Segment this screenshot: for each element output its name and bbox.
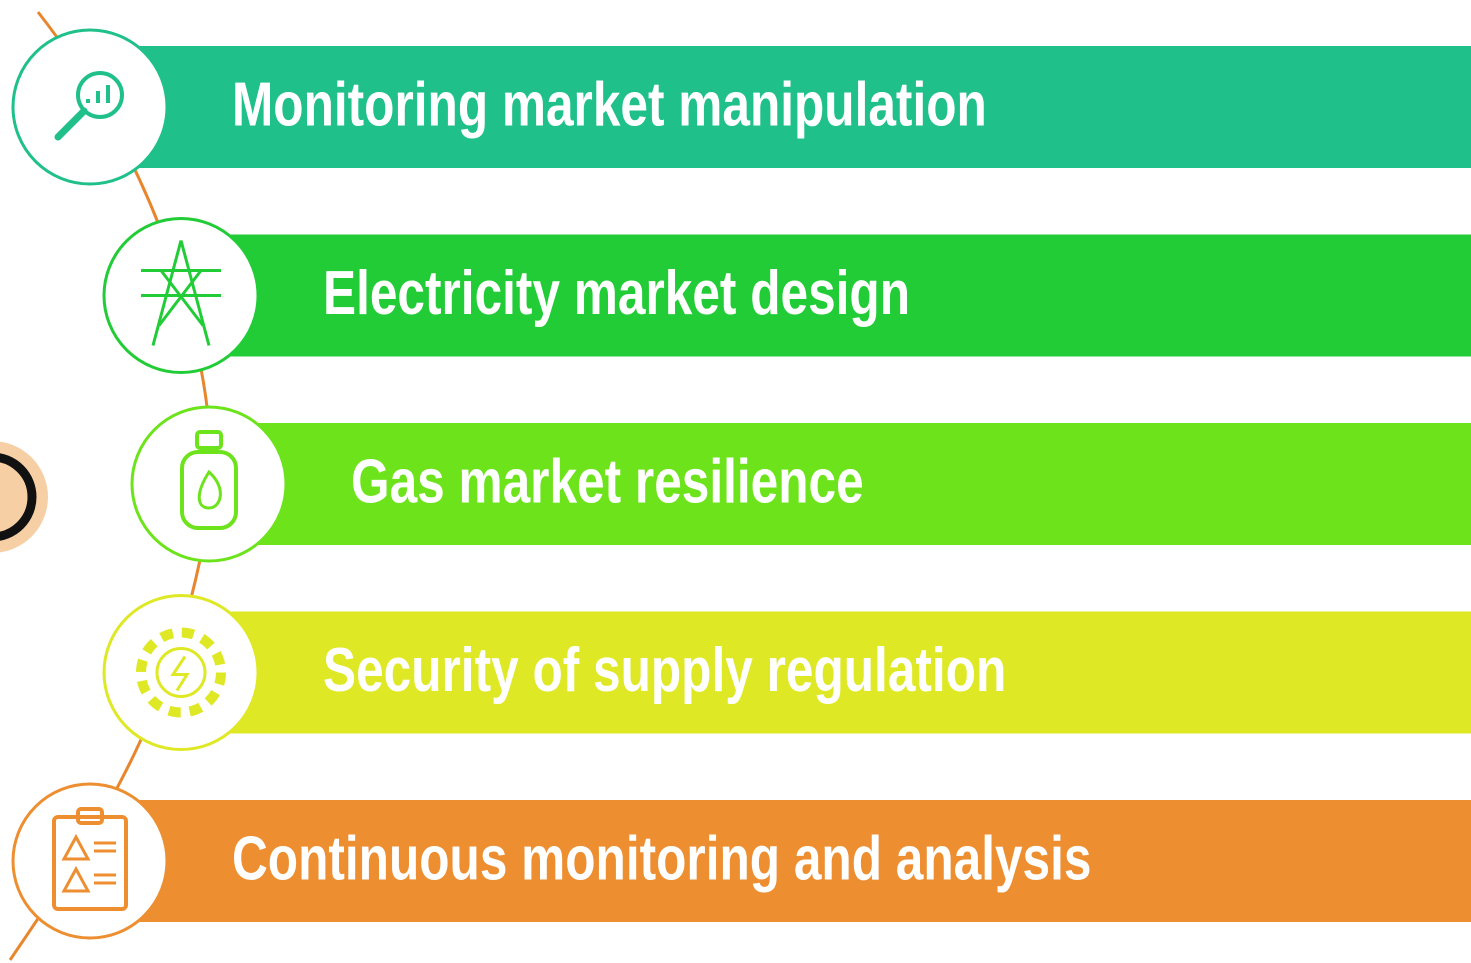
label-group: Gas market resilience <box>351 446 864 516</box>
item-bar <box>130 800 1471 922</box>
icon <box>136 627 226 718</box>
item-label: Electricity market design <box>323 258 910 328</box>
hub-circle <box>0 441 48 553</box>
icon <box>76 807 104 825</box>
icon-circle <box>11 28 169 186</box>
icon-circle <box>11 782 169 940</box>
items: Monitoring market manipulation Electricit… <box>11 28 1471 940</box>
icon <box>170 655 190 692</box>
icon <box>195 430 223 450</box>
icon <box>180 450 238 530</box>
icon <box>197 469 222 510</box>
item: Gas market resilience <box>130 405 1471 563</box>
icon <box>141 240 221 346</box>
label-group: Monitoring market manipulation <box>232 69 987 139</box>
item-label: Continuous monitoring and analysis <box>232 823 1091 893</box>
icon <box>52 815 128 911</box>
icon <box>76 71 124 119</box>
item-label: Security of supply regulation <box>323 635 1006 705</box>
item-bar <box>130 46 1471 168</box>
icon-circle <box>102 594 260 751</box>
item: Monitoring market manipulation <box>11 28 1471 186</box>
item: Security of supply regulation <box>102 594 1471 751</box>
label-group: Security of supply regulation <box>323 635 1006 705</box>
icon <box>61 833 91 861</box>
item: Continuous monitoring and analysis <box>11 782 1471 940</box>
item-label: Monitoring market manipulation <box>232 69 987 139</box>
icon-circle <box>130 405 288 563</box>
icon <box>155 647 207 698</box>
item-label: Gas market resilience <box>351 446 864 516</box>
icon <box>54 107 88 141</box>
item-bar <box>221 234 1471 357</box>
hub-ring <box>0 453 37 541</box>
item-bar <box>221 611 1471 734</box>
label-group: Electricity market design <box>323 258 910 328</box>
icon <box>94 873 116 885</box>
icon <box>94 841 116 853</box>
icon <box>61 865 91 893</box>
item-bar <box>249 423 1471 545</box>
label-group: Continuous monitoring and analysis <box>232 823 1091 893</box>
item: Electricity market design <box>102 217 1471 374</box>
